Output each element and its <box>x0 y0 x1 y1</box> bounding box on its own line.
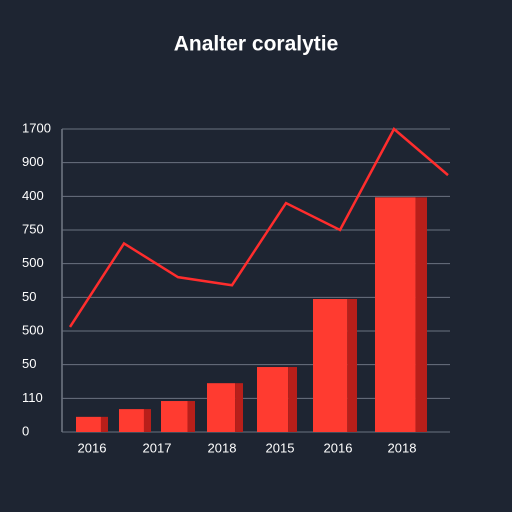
x-tick-label: 2015 <box>266 440 295 455</box>
y-tick-label: 0 <box>22 423 29 438</box>
bar <box>161 401 195 432</box>
y-tick-label: 1700 <box>22 120 51 135</box>
bar <box>313 299 357 432</box>
y-tick-label: 400 <box>22 188 44 203</box>
x-tick-label: 2017 <box>143 440 172 455</box>
y-tick-label: 750 <box>22 221 44 236</box>
y-tick-label: 110 <box>22 390 43 405</box>
y-tick-label: 900 <box>22 154 44 169</box>
bar <box>76 416 108 432</box>
bar <box>375 197 427 432</box>
y-tick-label: 500 <box>22 255 44 270</box>
x-tick-label: 2018 <box>388 440 417 455</box>
line-series <box>68 127 449 328</box>
y-tick-label: 500 <box>22 322 44 337</box>
chart-title: Analter coralytie <box>174 33 339 56</box>
x-tick-label: 2016 <box>78 440 107 455</box>
x-tick-label: 2018 <box>208 440 237 455</box>
bar <box>207 383 243 432</box>
x-tick-label: 2016 <box>324 440 353 455</box>
y-tick-label: 50 <box>22 356 36 371</box>
bar <box>257 367 297 432</box>
bar <box>119 409 151 432</box>
y-tick-label: 50 <box>22 289 36 304</box>
